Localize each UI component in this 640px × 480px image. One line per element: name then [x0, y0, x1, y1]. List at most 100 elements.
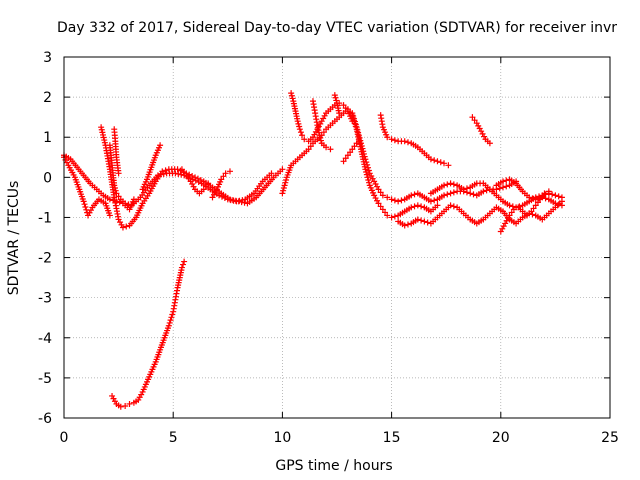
data-point: [364, 161, 371, 168]
data-point: [391, 213, 398, 220]
data-point: [469, 114, 476, 121]
data-point: [119, 224, 126, 231]
data-point: [450, 189, 457, 196]
series-arc-h: [209, 168, 233, 201]
data-point: [558, 194, 565, 201]
data-point: [450, 203, 457, 210]
data-point: [351, 143, 358, 150]
data-point: [202, 183, 209, 190]
data-point: [434, 202, 441, 209]
data-point: [220, 173, 227, 180]
data-point: [384, 194, 391, 201]
data-point: [167, 317, 174, 324]
data-point: [427, 156, 434, 163]
data-point: [509, 203, 516, 210]
data-point: [106, 196, 113, 203]
data-point: [375, 200, 382, 207]
data-point: [175, 170, 182, 177]
data-point: [444, 191, 451, 198]
data-point: [539, 193, 546, 200]
data-point: [283, 177, 290, 184]
data-point: [503, 183, 510, 190]
x-tick-label: 5: [169, 430, 178, 446]
data-point: [404, 221, 411, 228]
data-point: [447, 190, 454, 197]
data-point: [157, 142, 164, 149]
data-point: [126, 400, 133, 407]
data-point: [414, 202, 421, 209]
data-point: [526, 194, 533, 201]
data-point: [195, 179, 202, 186]
y-tick-label: -2: [38, 251, 52, 267]
data-point: [294, 118, 301, 125]
data-point: [352, 121, 359, 128]
data-point: [366, 179, 373, 186]
data-point: [486, 140, 493, 147]
data-point: [347, 149, 354, 156]
data-point: [362, 156, 369, 163]
data-point: [296, 123, 303, 130]
data-point: [503, 177, 510, 184]
data-point: [227, 197, 234, 204]
data-point: [82, 204, 89, 211]
data-point: [181, 169, 188, 176]
data-point: [323, 144, 330, 151]
data-point: [355, 132, 362, 139]
data-point: [408, 204, 415, 211]
y-tick-label: 0: [43, 170, 52, 186]
x-tick-label: 10: [273, 430, 291, 446]
data-point: [344, 152, 351, 159]
data-point: [545, 188, 552, 195]
data-point: [280, 185, 287, 192]
data-point: [467, 190, 474, 197]
data-point: [154, 172, 161, 179]
data-point: [358, 142, 365, 149]
x-tick-label: 0: [60, 430, 69, 446]
data-point: [530, 205, 537, 212]
data-point: [351, 115, 358, 122]
data-point: [297, 129, 304, 136]
data-point: [230, 197, 237, 204]
data-point: [441, 160, 448, 167]
data-point: [279, 166, 286, 173]
data-point: [185, 175, 192, 182]
y-tick-label: -1: [38, 210, 52, 226]
data-point: [388, 136, 395, 143]
data-point: [431, 157, 438, 164]
data-point: [558, 202, 565, 209]
data-point: [239, 197, 246, 204]
data-point: [360, 148, 367, 155]
data-point: [510, 206, 517, 213]
data-point: [233, 198, 240, 205]
data-point: [427, 198, 434, 205]
data-point: [349, 146, 356, 153]
data-point: [555, 201, 562, 208]
data-point: [111, 185, 118, 192]
data-point: [379, 192, 386, 199]
y-axis-label: SDTVAR / TECUs: [6, 181, 22, 296]
data-point: [183, 172, 190, 179]
x-axis-label: GPS time / hours: [275, 458, 392, 474]
data-point: [317, 134, 324, 141]
data-point: [447, 180, 454, 187]
series-arc-b: [61, 154, 113, 219]
data-point: [333, 97, 340, 104]
data-point: [169, 311, 176, 318]
data-point: [552, 200, 559, 207]
data-point: [340, 102, 347, 109]
data-point: [181, 258, 188, 265]
data-point: [363, 159, 370, 166]
data-point: [528, 208, 535, 215]
data-point: [499, 184, 506, 191]
data-point: [496, 185, 503, 192]
data-point: [418, 203, 425, 210]
y-tick-label: -3: [38, 291, 52, 307]
data-point: [349, 110, 356, 117]
series-arc-r: [427, 180, 565, 211]
data-point: [295, 120, 302, 127]
data-point: [282, 179, 289, 186]
data-point: [280, 187, 287, 194]
data-point: [162, 167, 169, 174]
data-point: [398, 197, 405, 204]
data-point: [288, 90, 295, 97]
